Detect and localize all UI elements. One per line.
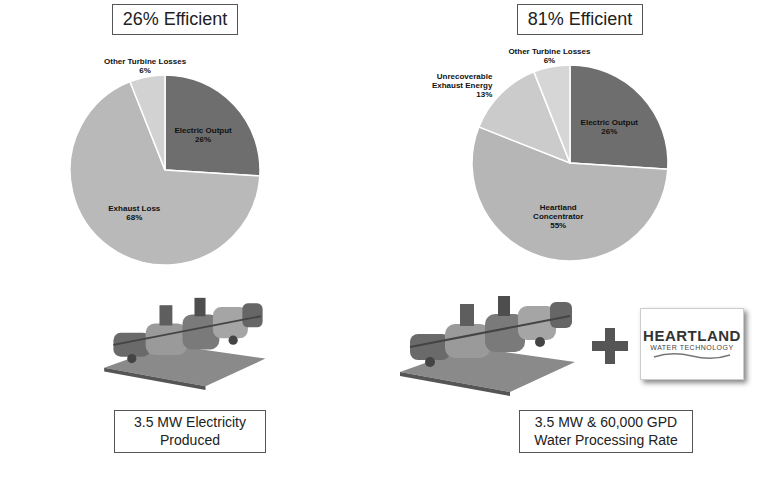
svg-text:UnrecoverableExhaust Energy13%: UnrecoverableExhaust Energy13% xyxy=(432,72,493,99)
svg-text:Other Turbine Losses6%: Other Turbine Losses6% xyxy=(508,47,591,65)
svg-text:HeartlandConcentrator55%: HeartlandConcentrator55% xyxy=(533,203,583,230)
html-text:WATER TECHNOLOGY: WATER TECHNOLOGY xyxy=(650,344,734,351)
html-text:3.5 MW Electricity Produced: 3.5 MW Electricity Produced xyxy=(134,414,246,448)
svg-text:Electric Output26%: Electric Output26% xyxy=(174,126,232,144)
svg-text:Exhaust Loss68%: Exhaust Loss68% xyxy=(108,204,161,222)
html-text:HEARTLAND: HEARTLAND xyxy=(643,327,741,344)
html-text:81% Efficient: 81% Efficient xyxy=(527,9,633,29)
html-text:26% Efficient: 26% Efficient xyxy=(122,9,228,29)
svg-text:Other Turbine Losses6%: Other Turbine Losses6% xyxy=(104,57,187,75)
html-text:3.5 MW & 60,000 GPD Water Proc: 3.5 MW & 60,000 GPD Water Processing Rat… xyxy=(534,414,678,448)
svg-text:Electric Output26%: Electric Output26% xyxy=(581,118,639,136)
